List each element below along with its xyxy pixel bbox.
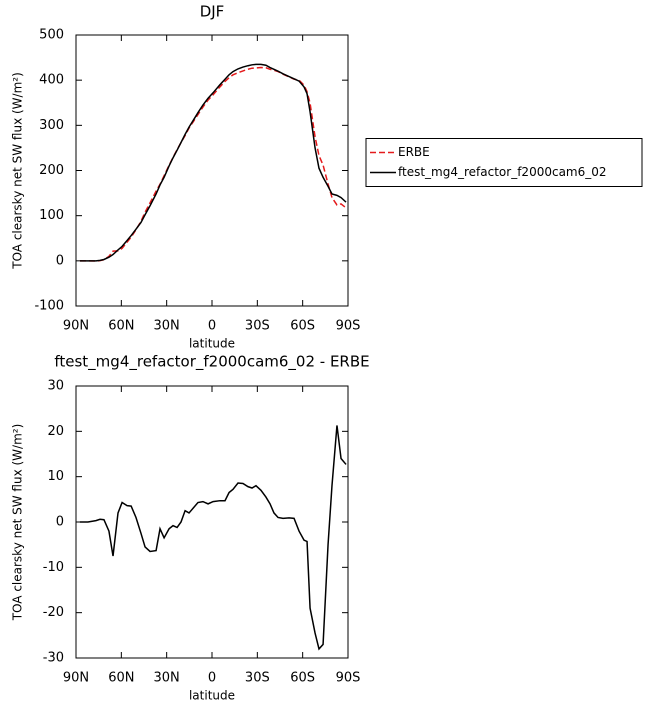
x-tick-label: 30N (154, 319, 180, 334)
y-tick-label: -20 (43, 605, 64, 620)
data-line (79, 425, 347, 651)
data-line (79, 66, 347, 262)
legend-box (365, 138, 643, 187)
x-tick-label: 0 (208, 671, 216, 686)
y-tick-label: 30 (47, 379, 64, 394)
x-tick-label: 60S (290, 319, 315, 334)
x-tick-label: 30S (245, 319, 270, 334)
x-tick-label: 30S (245, 671, 270, 686)
y-tick-label: 200 (39, 163, 64, 178)
legend-label: ERBE (398, 145, 430, 159)
x-tick-label: 90S (336, 319, 361, 334)
y-axis-label: TOA clearsky net SW flux (W/m²) (11, 424, 25, 622)
x-tick-label: 30N (154, 671, 180, 686)
x-tick-label: 90N (63, 671, 89, 686)
x-axis-label: latitude (189, 689, 235, 703)
plot-frame (75, 34, 349, 307)
legend-label: ftest_mg4_refactor_f2000cam6_02 (398, 165, 607, 179)
y-tick-label: 100 (39, 208, 64, 223)
x-tick-label: 90N (63, 319, 89, 334)
y-tick-label: 500 (39, 28, 64, 43)
x-tick-label: 60N (108, 671, 134, 686)
x-tick-label: 60S (290, 671, 315, 686)
y-tick-label: 0 (56, 253, 64, 268)
x-tick-label: 0 (208, 319, 216, 334)
y-axis-label: TOA clearsky net SW flux (W/m²) (11, 72, 25, 270)
y-tick-label: -30 (43, 651, 64, 666)
data-line (79, 63, 347, 262)
y-tick-label: 300 (39, 118, 64, 133)
x-axis-label: latitude (189, 337, 235, 351)
y-tick-label: -10 (43, 560, 64, 575)
chart-title: DJF (200, 3, 225, 21)
y-tick-label: 0 (56, 515, 64, 530)
y-tick-label: 10 (47, 469, 64, 484)
y-tick-label: 400 (39, 73, 64, 88)
chart-title: ftest_mg4_refactor_f2000cam6_02 - ERBE (54, 353, 369, 372)
x-tick-label: 60N (108, 319, 134, 334)
y-tick-label: -100 (34, 299, 64, 314)
x-tick-label: 90S (336, 671, 361, 686)
y-tick-label: 20 (47, 424, 64, 439)
